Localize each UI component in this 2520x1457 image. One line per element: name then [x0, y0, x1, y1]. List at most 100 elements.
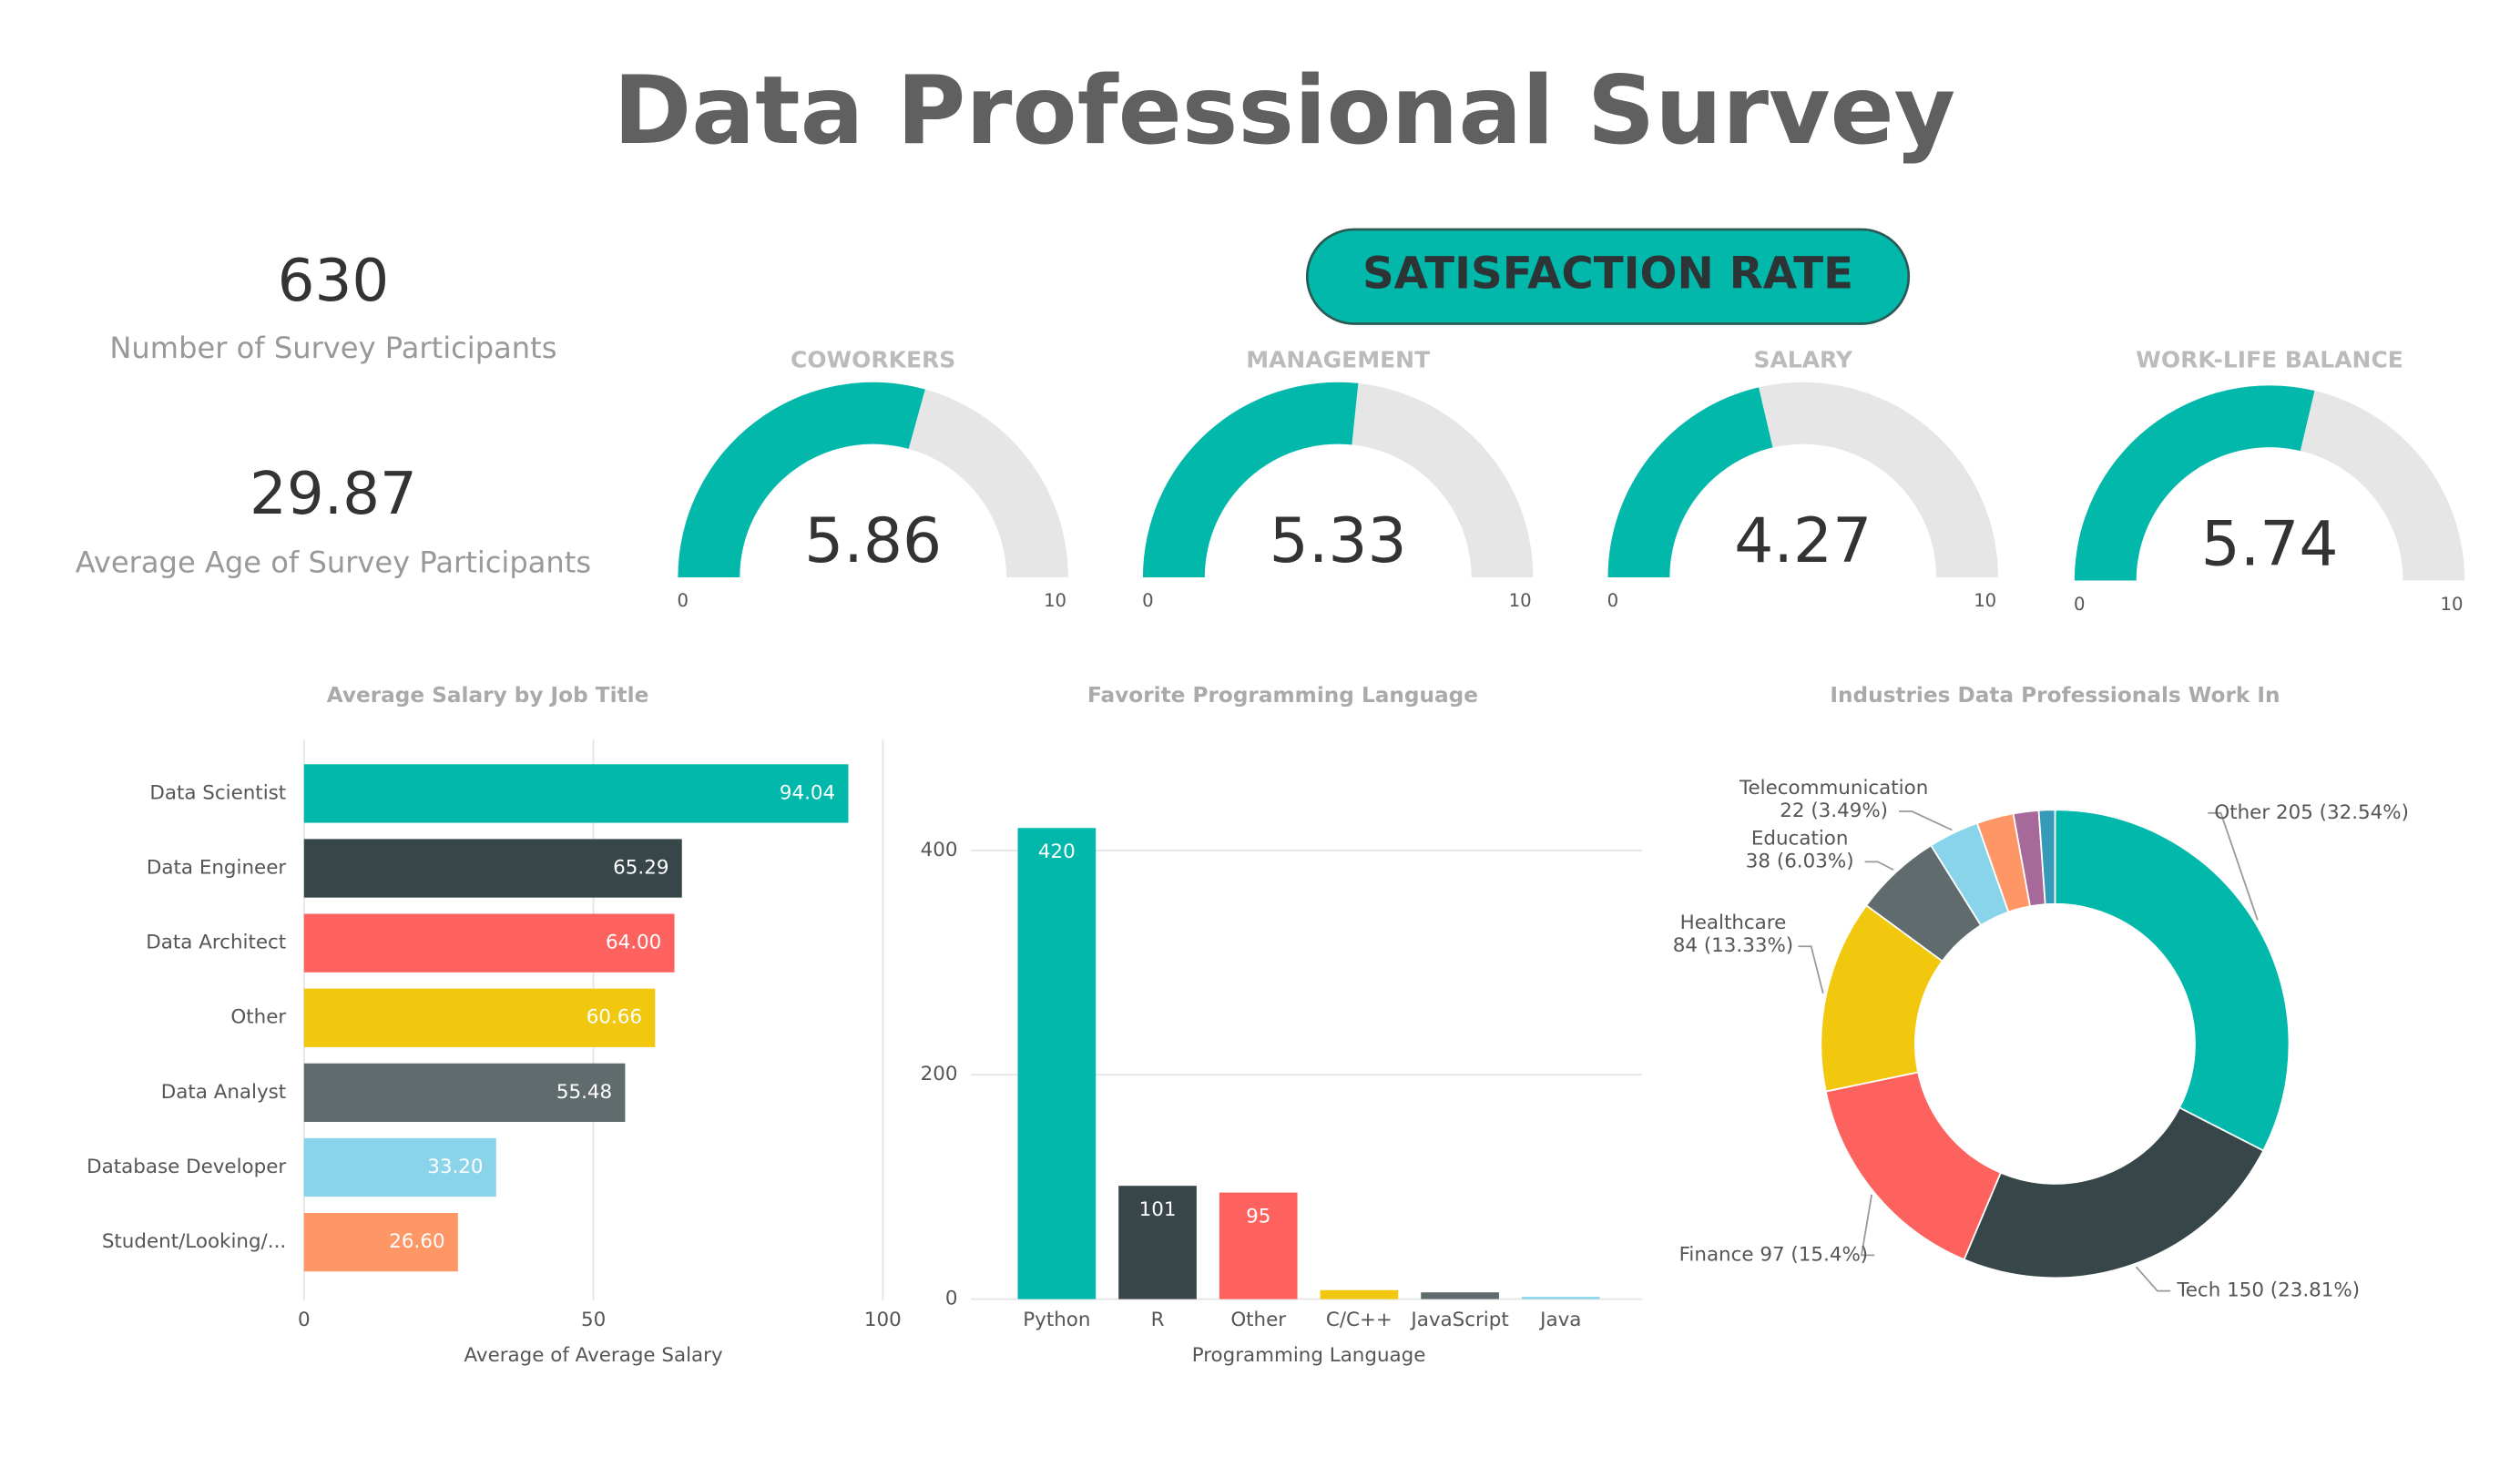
chart-title: Average Salary by Job Title	[327, 683, 649, 708]
category-label: Database Developer	[87, 1156, 286, 1178]
donut-slice	[1963, 1106, 2265, 1279]
bar	[1219, 1192, 1298, 1299]
category-label: Data Analyst	[161, 1081, 286, 1104]
donut-slice	[1824, 1071, 2002, 1261]
gauge-value: 5.86	[804, 504, 942, 576]
x-axis-label: Average of Average Salary	[464, 1344, 723, 1367]
bar	[1421, 1292, 1499, 1299]
bar	[303, 913, 675, 973]
page-title: Data Professional Survey	[613, 56, 1955, 166]
bar	[303, 1212, 458, 1272]
slice-label: 205 (32.54%)	[2276, 801, 2409, 824]
x-tick-label: 50	[581, 1309, 606, 1331]
slice-label: 84 (13.33%)	[1673, 934, 1793, 957]
slice-name: Education	[1751, 827, 1849, 850]
kpi-label: Average Age of Survey Participants	[76, 545, 591, 580]
x-tick-label: R	[1151, 1309, 1165, 1331]
gauge-fill	[678, 382, 925, 577]
gauge-max: 10	[2441, 594, 2464, 615]
y-tick-label: 400	[921, 839, 958, 861]
bar	[1521, 1297, 1600, 1299]
bar	[303, 1063, 626, 1123]
slice-name: Healthcare	[1680, 912, 1787, 934]
gauge-min: 0	[2074, 594, 2086, 615]
gauge-max: 10	[1509, 590, 1532, 611]
donut-slice	[2054, 809, 2290, 1152]
kpi-label: Number of Survey Participants	[109, 331, 556, 365]
gauge-title: SALARY	[1753, 347, 1852, 373]
x-tick-label: 100	[864, 1309, 902, 1331]
section-title: SATISFACTION RATE	[1362, 249, 1853, 300]
value-label: 101	[1139, 1198, 1177, 1221]
leader-line	[1860, 1194, 1875, 1257]
category-label: Student/Looking/...	[102, 1230, 286, 1253]
slice-name: Finance	[1679, 1243, 1754, 1266]
category-label: Data Scientist	[149, 781, 286, 804]
value-label: 55.48	[556, 1081, 612, 1104]
section-banner	[1305, 228, 1911, 325]
gauge-max: 10	[1974, 590, 1996, 611]
kpi-value: 29.87	[250, 460, 417, 528]
y-tick-label: 0	[945, 1288, 958, 1310]
category-label: Other	[230, 1006, 286, 1029]
gauge-title: WORK-LIFE BALANCE	[2136, 347, 2403, 373]
bar	[303, 839, 682, 898]
value-label: 94.04	[780, 781, 835, 804]
value-label: 33.20	[427, 1156, 483, 1178]
slice-name: Other	[2214, 801, 2270, 824]
slice-label: 97 (15.4%)	[1760, 1243, 1868, 1266]
x-axis-label: Programming Language	[1192, 1344, 1426, 1367]
gauge-value: 5.33	[1270, 504, 1407, 576]
value-label: 60.66	[587, 1006, 642, 1029]
bar	[1320, 1289, 1399, 1299]
x-tick-label: JavaScript	[1409, 1309, 1508, 1331]
bar	[303, 988, 656, 1047]
leader-line	[2135, 1266, 2171, 1292]
gauge-min: 0	[1607, 590, 1619, 611]
bar	[1118, 1186, 1197, 1299]
gauge-min: 0	[1142, 590, 1154, 611]
x-tick-label: 0	[298, 1309, 311, 1331]
slice-label: 38 (6.03%)	[1746, 850, 1854, 872]
x-tick-label: Java	[1538, 1309, 1581, 1331]
slice-text: Other 205 (32.54%)	[2214, 801, 2409, 824]
gauge-value: 4.27	[1734, 504, 1872, 576]
gauge-title: MANAGEMENT	[1246, 347, 1430, 373]
gauge-fill	[2074, 385, 2315, 581]
slice-label: 22 (3.49%)	[1780, 800, 1888, 822]
slice-text: Tech 150 (23.81%)	[2176, 1279, 2360, 1302]
x-tick-label: C/C++	[1326, 1309, 1393, 1331]
leader-line	[1864, 861, 1894, 871]
leader-line	[2208, 811, 2259, 921]
x-tick-label: Python	[1023, 1309, 1090, 1331]
category-label: Data Engineer	[147, 857, 286, 880]
gauge-fill	[1142, 382, 1359, 577]
chart-title: Industries Data Professionals Work In	[1830, 683, 2280, 708]
donut-slice	[2037, 809, 2056, 906]
gauge-max: 10	[1044, 590, 1066, 611]
value-label: 420	[1038, 841, 1076, 863]
gauge-fill	[1607, 387, 1773, 577]
gauge-title: COWORKERS	[791, 347, 955, 373]
value-label: 65.29	[613, 857, 668, 880]
value-label: 26.60	[389, 1230, 444, 1253]
category-label: Data Architect	[146, 932, 286, 954]
slice-label: 150 (23.81%)	[2227, 1279, 2360, 1302]
leader-line	[1798, 945, 1824, 994]
bar	[1017, 828, 1097, 1299]
slice-name: Tech	[2176, 1279, 2220, 1302]
gauge-value: 5.74	[2201, 507, 2339, 579]
value-label: 95	[1246, 1205, 1270, 1228]
slice-name: Telecommunication	[1739, 777, 1928, 800]
leader-line	[1899, 810, 1953, 831]
kpi-value: 630	[278, 247, 390, 315]
chart-title: Favorite Programming Language	[1087, 683, 1478, 708]
x-tick-label: Other	[1230, 1309, 1286, 1331]
value-label: 64.00	[606, 932, 661, 954]
gauge-min: 0	[678, 590, 689, 611]
bar	[303, 1137, 496, 1197]
slice-text: Finance 97 (15.4%)	[1679, 1243, 1868, 1266]
y-tick-label: 200	[921, 1063, 958, 1085]
bar	[303, 764, 849, 823]
